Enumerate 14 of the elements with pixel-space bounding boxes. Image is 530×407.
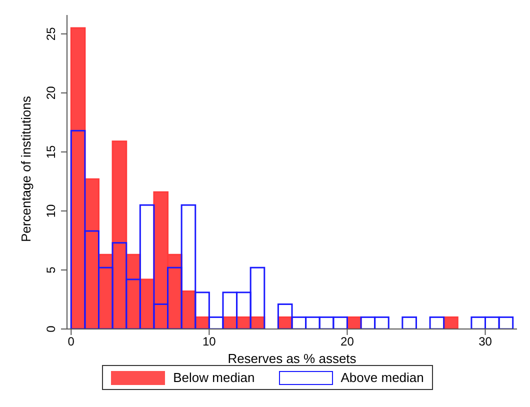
- legend-label: Above median: [340, 370, 424, 385]
- y-tick-label: 10: [44, 204, 58, 218]
- x-tick-label: 10: [202, 334, 216, 349]
- y-tick-label: 0: [44, 325, 58, 332]
- y-tick-label: 25: [44, 26, 58, 41]
- x-tick-label: 20: [340, 334, 354, 349]
- y-axis-title: Percentage of institutions: [18, 96, 34, 242]
- x-tick-label: 0: [68, 334, 75, 349]
- x-tick-label: 30: [478, 334, 492, 349]
- legend-label: Below median: [173, 370, 255, 385]
- y-tick-label: 15: [44, 144, 58, 159]
- x-axis-title: Reserves as % assets: [228, 351, 357, 366]
- y-tick-label: 20: [44, 86, 58, 100]
- y-tick-label: 5: [44, 266, 58, 274]
